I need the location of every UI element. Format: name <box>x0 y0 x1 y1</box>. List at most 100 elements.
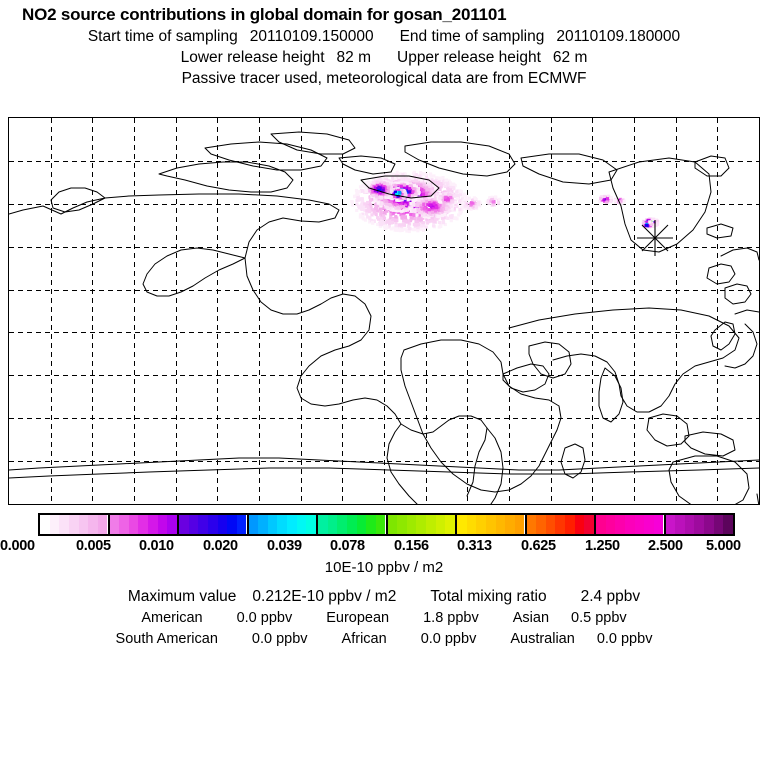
upper-release-label: Upper release height <box>397 49 541 66</box>
plume-cell <box>438 203 442 207</box>
plume-cell <box>388 219 393 223</box>
plume-cell <box>459 190 463 194</box>
plume-cell <box>447 206 451 210</box>
plume-cell <box>622 199 626 203</box>
plume-cell <box>387 182 392 186</box>
plume-cell <box>378 224 382 228</box>
plume-cell <box>375 183 379 187</box>
plume-cell <box>600 198 604 202</box>
plume-cell <box>382 211 386 215</box>
plume-cell <box>380 176 384 180</box>
plume-cell <box>488 196 492 200</box>
plume-cell <box>455 194 459 198</box>
plume-cell <box>396 184 400 188</box>
plume-cell <box>383 207 388 211</box>
colorbar-swatch <box>476 515 486 534</box>
plume-cell <box>439 223 443 227</box>
plume-cell <box>442 193 446 197</box>
plume-cell <box>414 195 418 199</box>
plume-cell <box>375 194 379 198</box>
plume-cell <box>406 198 410 202</box>
plume-cell <box>375 209 380 213</box>
plume-cell <box>350 200 354 204</box>
plume-cell <box>401 192 405 196</box>
plume-cell <box>441 202 445 206</box>
coastlines <box>9 131 759 504</box>
region-value-european: 1.8 ppbv <box>423 610 479 626</box>
plume-cell <box>370 181 374 185</box>
colorbar-swatch <box>128 515 139 534</box>
plume-cell <box>435 201 439 206</box>
plume-cell <box>444 192 448 196</box>
region-row-1: American 0.0 ppbv European 1.8 ppbv Asian 0.5… <box>0 608 768 629</box>
plume-cell <box>613 199 617 203</box>
plume-cell <box>401 209 406 213</box>
plume-cell <box>438 186 442 190</box>
plume-cell <box>449 185 453 190</box>
plume-cell <box>350 203 354 207</box>
plume-cell <box>391 217 395 221</box>
plume-cell <box>388 203 392 207</box>
plume-cell <box>655 222 659 226</box>
plume-cell <box>364 185 368 190</box>
plume-cell <box>376 201 380 205</box>
plume-cell <box>470 201 474 205</box>
plume-cell <box>600 195 604 199</box>
plume-cell <box>494 195 498 199</box>
plume-cell <box>445 181 449 185</box>
plume-cell <box>361 189 365 193</box>
release-height-row: Lower release height 82 m Upper release he… <box>0 47 768 68</box>
plume-cell <box>652 217 656 221</box>
plume-cell <box>357 206 361 210</box>
plume-cell <box>412 179 416 183</box>
colorbar-swatch <box>157 515 168 534</box>
plume-cell <box>485 200 489 204</box>
plume-cell <box>422 224 426 228</box>
plume-cell <box>458 192 462 196</box>
plume-cell <box>435 192 439 196</box>
plume-cell <box>437 199 441 203</box>
plume-cell <box>434 188 438 192</box>
colorbar-swatch <box>366 515 376 534</box>
colorbar-swatch <box>68 515 79 534</box>
plume-cell <box>450 208 454 212</box>
plume-cell <box>413 210 417 214</box>
colorbar-swatch <box>296 515 307 534</box>
plume-cell <box>433 197 437 201</box>
plume-cell <box>438 187 442 191</box>
plume-cell <box>391 175 395 180</box>
plume-cell <box>409 184 413 188</box>
plume-cell <box>355 208 359 212</box>
plume-cell <box>429 191 433 195</box>
plume-cell <box>430 178 434 182</box>
plume-cell <box>444 215 448 220</box>
plume-cell <box>448 188 452 192</box>
plume-cell <box>434 178 438 183</box>
plume-cell <box>405 190 409 194</box>
plume-cell <box>430 219 434 223</box>
plume-cell <box>420 197 424 201</box>
plume-cell <box>599 196 603 201</box>
plume-cell <box>426 188 430 192</box>
plume-cell <box>457 213 461 217</box>
plume-cell <box>436 210 440 215</box>
plume-cell <box>446 186 450 190</box>
colorbar-swatch <box>207 515 218 534</box>
plume-cell <box>400 177 404 181</box>
plume-cell <box>412 222 416 226</box>
plume-cell <box>456 189 460 193</box>
plume-cell <box>461 201 465 205</box>
plume-cell <box>372 181 376 185</box>
plume-cell <box>448 208 452 212</box>
plume-cell <box>455 197 459 201</box>
plume-cell <box>368 198 373 202</box>
plume-cell <box>411 171 416 176</box>
plume-cell <box>379 186 383 190</box>
plume-cell <box>469 207 473 211</box>
plume-cell <box>441 221 446 225</box>
plume-cell <box>418 193 423 197</box>
plume-cell <box>380 201 384 206</box>
plume-cell <box>491 202 495 206</box>
colorbar-swatch <box>397 515 407 534</box>
plume-cell <box>379 213 383 217</box>
